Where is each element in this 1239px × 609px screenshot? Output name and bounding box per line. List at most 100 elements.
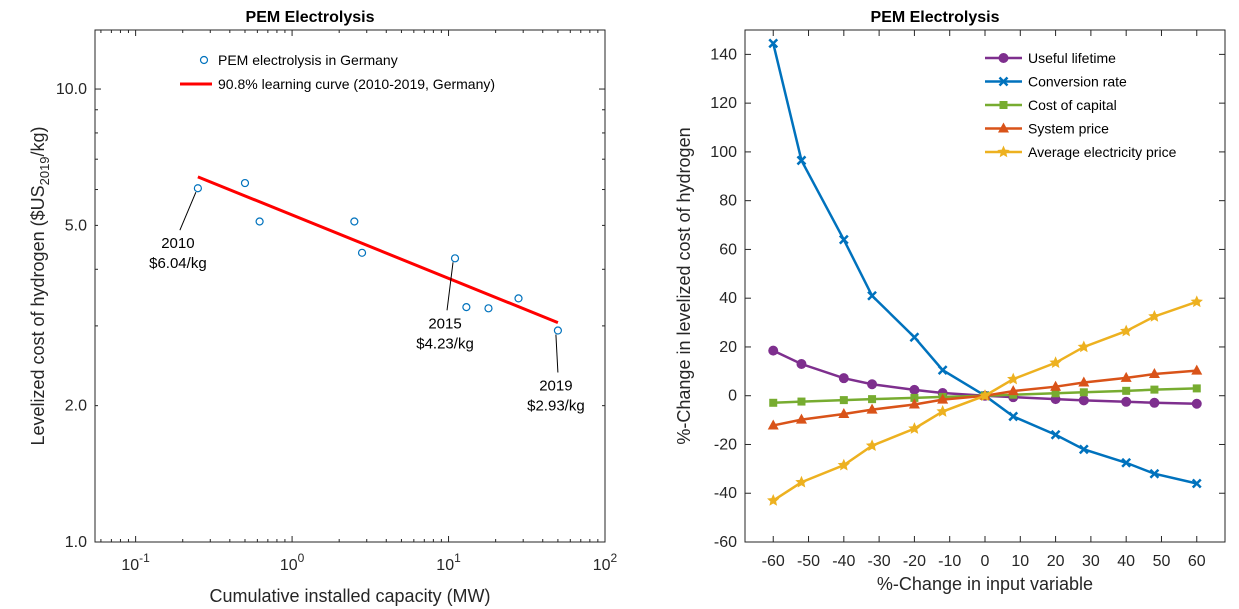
legend-label: Cost of capital [1028, 97, 1117, 113]
legend-label: 90.8% learning curve (2010-2019, Germany… [218, 76, 495, 92]
data-point-square [1150, 385, 1159, 394]
data-point-triangle [1148, 368, 1160, 379]
learning-curve-line [197, 175, 559, 325]
x-tick-label: 60 [1188, 553, 1206, 570]
right-chart-x-axis-label: %-Change in input variable [877, 574, 1093, 594]
left-chart-y-tick-labels: 1.0 2.0 5.0 10.0 [56, 81, 87, 551]
x-tick-label: 10-1 [121, 551, 150, 574]
data-point-triangle [838, 408, 850, 418]
y-tick-label: 5.0 [65, 217, 87, 234]
left-chart-legend: PEM electrolysis in Germany 90.8% learnin… [180, 52, 495, 92]
legend-label: Conversion rate [1028, 74, 1127, 90]
y-label-suffix: /kg) [28, 126, 48, 156]
data-point-circle [998, 53, 1009, 63]
data-point-triangle [1191, 364, 1203, 375]
left-chart-marks [193, 175, 563, 335]
data-point-circle [1191, 398, 1202, 409]
data-point-square [839, 396, 848, 405]
data-point-star [767, 494, 780, 506]
right-chart-y-tick-labels: -60 -40 -20 0 20 40 60 80 100 120 140 [710, 46, 737, 551]
data-point-x [1050, 429, 1061, 440]
x-tick-exponent: 0 [298, 551, 305, 565]
data-point-square [1079, 388, 1088, 397]
x-tick-label: 102 [593, 551, 618, 574]
right-chart-y-axis-label: %-Change in levelized cost of hydrogen [674, 127, 694, 444]
y-tick-label: 100 [710, 144, 737, 161]
data-point-x [838, 234, 849, 245]
right-chart-title: PEM Electrolysis [871, 9, 1000, 26]
data-point-circle [768, 345, 779, 356]
data-point-circle [1149, 397, 1160, 408]
data-point-square [999, 101, 1008, 109]
data-point-triangle [1050, 380, 1062, 391]
data-point [462, 303, 471, 312]
series-line [772, 43, 1198, 485]
right-chart-x-tick-labels: -60 -50 -40 -30 -20 -10 0 10 20 30 40 50 60 [762, 553, 1206, 570]
data-point-star [908, 422, 921, 434]
data-point-circle [1078, 395, 1089, 406]
left-chart-x-tick-labels: 10-1 100 101 102 [121, 551, 617, 574]
x-tick-label: 100 [280, 551, 305, 574]
data-point-triangle [908, 398, 920, 409]
y-label-subscript: 2019 [37, 156, 52, 185]
legend-label: PEM electrolysis in Germany [218, 52, 398, 68]
x-tick-label: -30 [868, 553, 891, 570]
y-tick-label: 140 [710, 46, 737, 63]
data-point-triangle [795, 413, 807, 424]
x-tick-label: 20 [1047, 553, 1065, 570]
annotation-cost: $4.23/kg [416, 335, 474, 352]
data-point-circle [909, 384, 920, 395]
right-chart-frame [744, 29, 1226, 543]
data-point-circle [796, 359, 807, 370]
y-tick-label: 1.0 [65, 534, 87, 551]
data-point-x [768, 38, 779, 49]
annotation-leader [555, 334, 559, 373]
y-tick-label: 0 [728, 388, 737, 405]
y-tick-label: 120 [710, 95, 737, 112]
y-tick-label: 80 [719, 193, 737, 210]
annotation-cost: $6.04/kg [149, 255, 207, 272]
learning-curve-chart: PEM Electrolysis 10-1 100 101 102 1.02.05.0… [28, 9, 618, 606]
sensitivity-chart: PEM Electrolysis -60 -50 -40 -30 -20 -10 0 10 20… [674, 9, 1226, 594]
y-tick-label: 20 [719, 339, 737, 356]
data-point-square [769, 398, 778, 407]
legend-marker-circle [199, 55, 209, 65]
data-point-x [937, 365, 948, 375]
data-point-square [910, 393, 919, 402]
y-tick-label: -40 [714, 485, 737, 502]
x-tick-label: 30 [1082, 553, 1100, 570]
data-point-square [1192, 384, 1201, 393]
data-point-star [1049, 356, 1062, 369]
data-point-triangle [1120, 371, 1132, 382]
left-chart-tick-marks [95, 30, 606, 543]
data-point [553, 326, 563, 335]
data-point-square [868, 395, 877, 404]
annotation-year: 2019 [539, 378, 572, 395]
y-tick-label: -60 [714, 534, 737, 551]
right-chart-marks [767, 38, 1203, 506]
x-tick-label: 10 [1011, 553, 1029, 570]
y-tick-label: 2.0 [65, 398, 87, 415]
data-point-star [936, 405, 949, 417]
left-chart-frame [94, 29, 606, 543]
data-point-x [909, 332, 920, 343]
data-point-triangle [937, 393, 949, 404]
data-point-x [1121, 457, 1132, 468]
y-tick-label: 60 [719, 241, 737, 258]
y-label-prefix: Levelized cost of hydrogen ($US [28, 185, 48, 445]
legend-label: System price [1028, 121, 1109, 137]
right-chart-legend: Useful lifetime Conversion rate Cost of ca… [985, 50, 1177, 160]
annotation-leader [179, 192, 197, 231]
data-point-star [865, 439, 879, 451]
data-point [450, 254, 460, 263]
left-chart-title: PEM Electrolysis [246, 9, 375, 26]
data-point [255, 217, 264, 226]
x-tick-exponent: 2 [611, 551, 618, 565]
data-point-triangle [866, 403, 878, 414]
x-tick-exponent: -1 [139, 551, 150, 565]
x-tick-label: 50 [1153, 553, 1171, 570]
data-point [357, 248, 367, 257]
y-tick-label: -20 [714, 436, 737, 453]
data-point-star [997, 145, 1010, 158]
